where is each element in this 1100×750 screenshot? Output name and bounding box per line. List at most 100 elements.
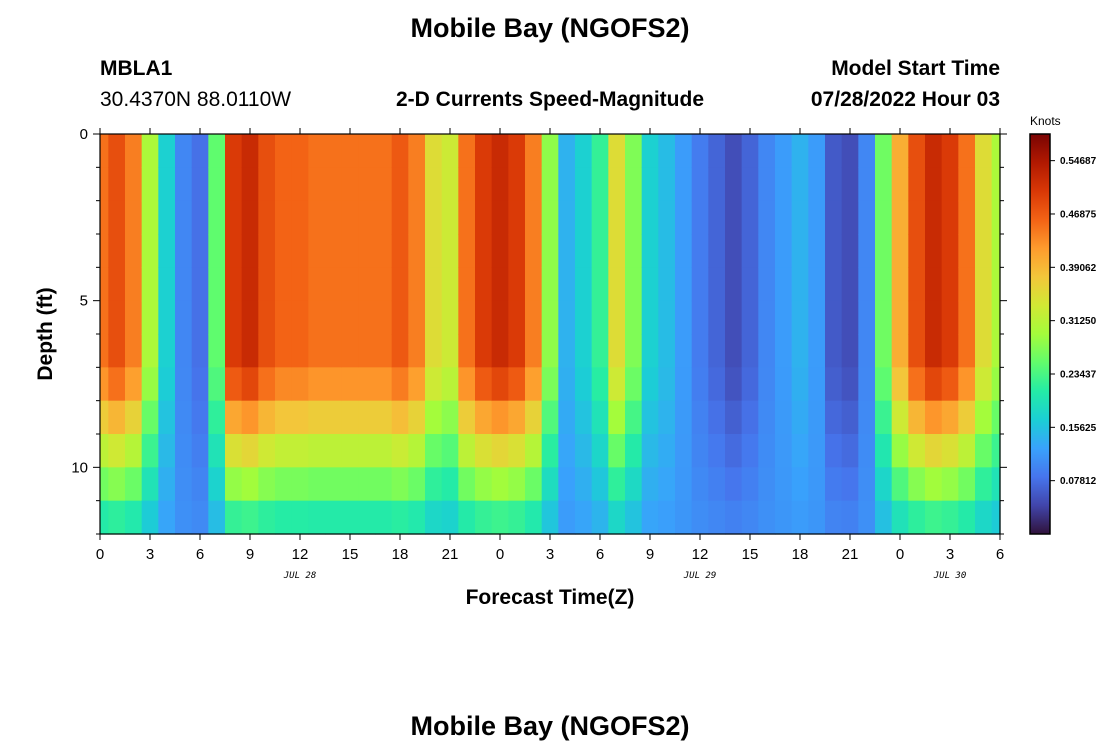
heatmap-cell [308,200,326,235]
heatmap-cell [125,467,143,502]
heatmap-cell [391,500,409,535]
heatmap-cells [100,134,1001,535]
heatmap-cell [675,334,693,368]
heatmap-cell [341,300,359,335]
heatmap-cell [358,134,376,168]
heatmap-cell [458,234,476,268]
x-tick-label: 18 [792,546,809,563]
heatmap-cell [858,334,876,368]
heatmap-cell [758,167,776,202]
heatmap-cell [891,134,909,168]
heatmap-cell [475,134,493,168]
heatmap-cell [208,434,226,468]
heatmap-cell [158,234,176,268]
heatmap-cell [891,334,909,368]
heatmap-cell [658,334,676,368]
heatmap-cell [675,400,693,435]
heatmap-cell [125,200,143,235]
heatmap-cell [925,300,943,335]
heatmap-cell [908,200,926,235]
heatmap-cell [375,400,393,435]
heatmap-cell [891,367,909,402]
colorbar-tick-label: 0.07812 [1060,476,1097,487]
heatmap-cell [425,467,443,502]
heatmap-cell [241,167,259,202]
heatmap-cell [125,367,143,402]
heatmap-cell [341,334,359,368]
heatmap-cell [125,400,143,435]
heatmap-cell [291,167,309,202]
heatmap-cell [425,500,443,535]
heatmap-cell [941,434,959,468]
heatmap-cell [325,300,343,335]
heatmap-cell [408,200,426,235]
heatmap-cell [358,500,376,535]
heatmap-cell [541,467,559,502]
heatmap-cell [658,434,676,468]
heatmap-cell [608,400,626,435]
heatmap-cell [258,234,276,268]
heatmap-cell [358,400,376,435]
heatmap-cell [375,267,393,302]
heatmap-cell [591,234,609,268]
heatmap-cell [408,500,426,535]
heatmap-cell [858,134,876,168]
heatmap-cell [458,500,476,535]
heatmap-cell [891,500,909,535]
heatmap-cell [358,467,376,502]
heatmap-cell [425,300,443,335]
heatmap-cell [625,334,643,368]
heatmap-cell [858,367,876,402]
heatmap-cell [191,467,209,502]
heatmap-cell [875,234,893,268]
heatmap-cell [725,467,743,502]
heatmap-cell [100,400,109,435]
heatmap-cell [708,300,726,335]
heatmap-cell [758,467,776,502]
heatmap-cell [858,167,876,202]
y-axis-label: Depth (ft) [34,287,57,380]
x-tick-label: 15 [342,546,359,563]
heatmap-cell [958,367,976,402]
heatmap-cell [908,300,926,335]
heatmap-cell [258,167,276,202]
heatmap-cell [775,367,793,402]
heatmap-cell [641,400,659,435]
heatmap-cell [408,367,426,402]
heatmap-cell [625,434,643,468]
heatmap-cell [775,334,793,368]
heatmap-cell [758,400,776,435]
heatmap-cell [741,500,759,535]
heatmap-cell [458,334,476,368]
heatmap-cell [158,334,176,368]
heatmap-cell [408,134,426,168]
heatmap-cell [391,334,409,368]
x-tick-label: 6 [996,546,1004,563]
heatmap-cell [425,200,443,235]
heatmap-cell [458,267,476,302]
heatmap-cell [758,334,776,368]
heatmap-cell [825,467,843,502]
heatmap-cell [825,300,843,335]
heatmap-cell [958,267,976,302]
heatmap-cell [741,134,759,168]
heatmap-cell [608,434,626,468]
heatmap-cell [541,300,559,335]
heatmap-cell [191,400,209,435]
heatmap-cell [441,500,459,535]
heatmap-cell [825,434,843,468]
heatmap-cell [908,334,926,368]
heatmap-cell [208,500,226,535]
heatmap-cell [141,200,159,235]
x-tick-label: 15 [742,546,759,563]
heatmap-cell [925,167,943,202]
heatmap-cell [258,367,276,402]
heatmap-cell [941,167,959,202]
heatmap-cell [108,300,126,335]
heatmap-cell [125,334,143,368]
heatmap-cell [991,167,1001,202]
heatmap-cell [425,434,443,468]
heatmap-cell [741,267,759,302]
heatmap-cell [575,234,593,268]
heatmap-cell [225,500,243,535]
